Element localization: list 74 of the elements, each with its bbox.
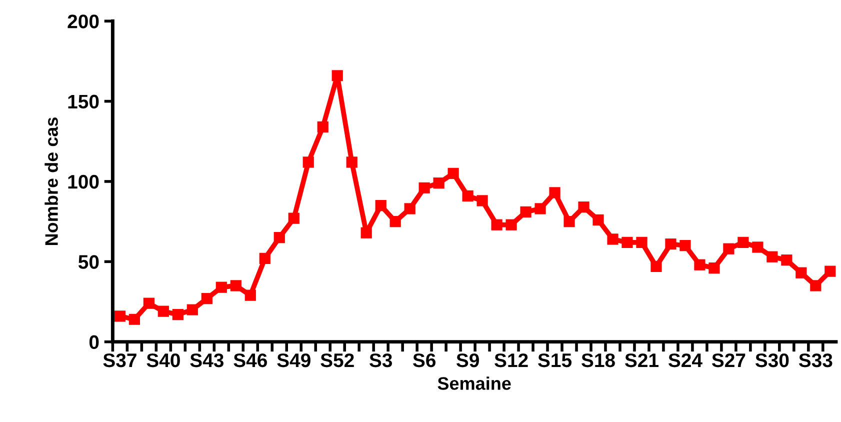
x-tick-label: S43 [190, 353, 224, 368]
y-axis-title: Nombre de cas [44, 117, 58, 245]
x-tick-label: S52 [320, 353, 354, 368]
point [418, 182, 430, 194]
point [738, 236, 749, 248]
x-axis-title: Semaine [438, 376, 511, 390]
y-tick-label: 100 [68, 174, 99, 189]
point [404, 203, 416, 214]
point [506, 219, 517, 230]
point [796, 267, 807, 278]
point [665, 238, 676, 250]
point [476, 195, 488, 206]
y-tick-label: 150 [68, 94, 99, 109]
x-tick-label: S27 [712, 353, 746, 368]
point [708, 262, 720, 274]
x-tick-label: S6 [412, 353, 436, 368]
x-tick-label: S3 [370, 353, 392, 368]
point [360, 227, 372, 238]
point [274, 232, 285, 244]
point [230, 280, 242, 292]
point [244, 290, 256, 301]
point [766, 251, 778, 262]
point [390, 216, 401, 228]
point [433, 178, 444, 189]
point [158, 306, 169, 317]
point [332, 70, 343, 82]
point [592, 214, 604, 226]
x-tick-label: S12 [494, 353, 528, 368]
point [216, 282, 227, 293]
point [201, 292, 212, 304]
x-tick-label: S24 [668, 353, 702, 368]
point [186, 304, 198, 316]
point [448, 168, 459, 179]
x-tick-label: S9 [456, 353, 479, 368]
point [549, 187, 560, 198]
point [259, 252, 270, 264]
point [172, 309, 184, 320]
y-tick-label: 50 [78, 255, 99, 269]
x-tick-label: S40 [146, 353, 180, 368]
x-tick-label: S33 [798, 353, 832, 368]
point [810, 280, 822, 292]
point [578, 202, 590, 213]
point [346, 156, 358, 168]
x-tick-label: S30 [755, 353, 789, 368]
x-tick-label: S18 [582, 353, 615, 368]
point [462, 190, 474, 202]
x-tick-label: S21 [624, 353, 658, 368]
x-tick-label: S15 [538, 353, 572, 368]
point [520, 206, 532, 218]
point [534, 203, 546, 214]
point [143, 298, 154, 309]
point [491, 219, 502, 230]
point [128, 314, 140, 325]
point [564, 216, 575, 228]
point [114, 310, 126, 322]
x-tick-label: S46 [234, 353, 267, 368]
point [317, 121, 328, 132]
point [288, 212, 300, 224]
point [824, 266, 836, 277]
point [680, 240, 691, 252]
x-tick-label: S37 [103, 353, 136, 368]
y-tick-label: 0 [89, 335, 99, 350]
point [694, 259, 706, 270]
point [723, 243, 734, 254]
x-tick-label: S49 [277, 353, 310, 368]
y-tick-label: 200 [68, 14, 99, 28]
point [302, 156, 314, 168]
point [650, 260, 662, 272]
point [375, 200, 386, 212]
point [781, 254, 792, 266]
point [622, 236, 633, 248]
point [636, 236, 648, 248]
point [607, 234, 618, 245]
point [752, 242, 764, 253]
